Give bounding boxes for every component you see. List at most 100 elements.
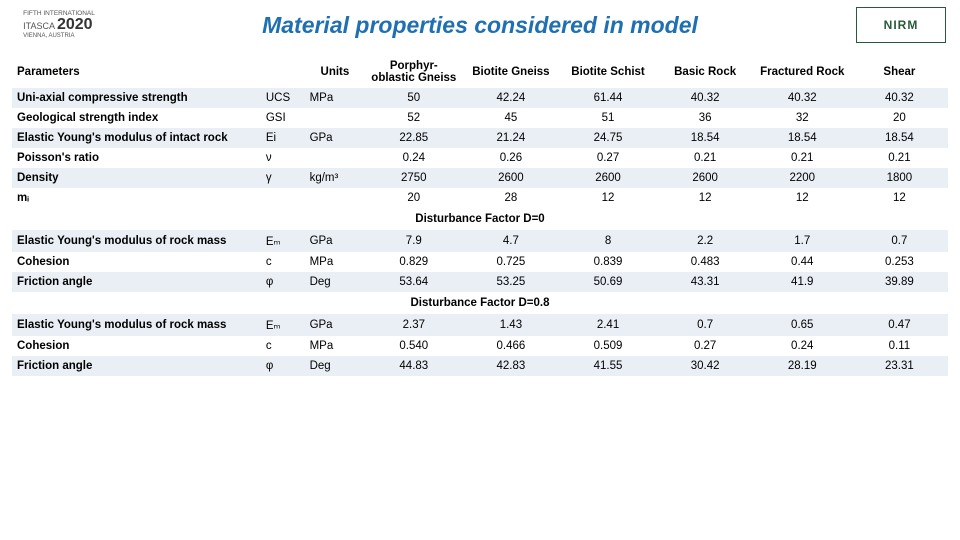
section-label: Disturbance Factor D=0.8 — [12, 292, 948, 314]
cell-value: 28 — [462, 188, 559, 208]
cell-value: 0.11 — [851, 336, 948, 356]
cell-value: 36 — [657, 108, 754, 128]
cell-value: 0.7 — [657, 314, 754, 336]
cell-symbol: c — [261, 252, 305, 272]
cell-value: 20 — [851, 108, 948, 128]
cell-symbol: Eₘ — [261, 314, 305, 336]
cell-value: 50 — [365, 88, 462, 108]
material-properties-table: Parameters Units Porphyr-oblastic Gneiss… — [12, 56, 948, 376]
cell-value: 20 — [365, 188, 462, 208]
cell-value: 42.83 — [462, 356, 559, 376]
cell-unit — [305, 148, 366, 168]
col-porphyroblastic: Porphyr-oblastic Gneiss — [365, 56, 462, 88]
cell-value: 40.32 — [657, 88, 754, 108]
cell-value: 0.253 — [851, 252, 948, 272]
cell-parameter: Friction angle — [12, 356, 261, 376]
section-header-row: Disturbance Factor D=0.8 — [12, 292, 948, 314]
cell-value: 24.75 — [559, 128, 656, 148]
col-fractured-rock: Fractured Rock — [754, 56, 851, 88]
col-biotite-schist: Biotite Schist — [559, 56, 656, 88]
cell-value: 18.54 — [851, 128, 948, 148]
cell-value: 42.24 — [462, 88, 559, 108]
cell-value: 0.21 — [754, 148, 851, 168]
table-row: Elastic Young's modulus of rock massEₘGP… — [12, 230, 948, 252]
cell-symbol: c — [261, 336, 305, 356]
cell-value: 2.37 — [365, 314, 462, 336]
table-row: CohesioncMPa0.8290.7250.8390.4830.440.25… — [12, 252, 948, 272]
cell-value: 41.9 — [754, 272, 851, 292]
section-label: Disturbance Factor D=0 — [12, 208, 948, 230]
cell-value: 0.26 — [462, 148, 559, 168]
cell-unit: kg/m³ — [305, 168, 366, 188]
cell-value: 1.7 — [754, 230, 851, 252]
cell-value: 0.829 — [365, 252, 462, 272]
cell-value: 0.44 — [754, 252, 851, 272]
cell-value: 0.540 — [365, 336, 462, 356]
cell-value: 44.83 — [365, 356, 462, 376]
cell-value: 43.31 — [657, 272, 754, 292]
cell-value: 7.9 — [365, 230, 462, 252]
col-basic-rock: Basic Rock — [657, 56, 754, 88]
col-shear: Shear — [851, 56, 948, 88]
table-row: Elastic Young's modulus of intact rockEi… — [12, 128, 948, 148]
cell-symbol: γ — [261, 168, 305, 188]
cell-unit: MPa — [305, 336, 366, 356]
table-row: Uni-axial compressive strengthUCSMPa5042… — [12, 88, 948, 108]
cell-symbol: ν — [261, 148, 305, 168]
cell-value: 39.89 — [851, 272, 948, 292]
cell-value: 12 — [754, 188, 851, 208]
cell-value: 28.19 — [754, 356, 851, 376]
cell-value: 0.27 — [657, 336, 754, 356]
cell-parameter: Geological strength index — [12, 108, 261, 128]
cell-value: 40.32 — [754, 88, 851, 108]
cell-value: 51 — [559, 108, 656, 128]
cell-value: 0.24 — [365, 148, 462, 168]
cell-value: 0.509 — [559, 336, 656, 356]
cell-value: 22.85 — [365, 128, 462, 148]
cell-unit: GPa — [305, 230, 366, 252]
cell-symbol — [261, 188, 305, 208]
cell-value: 0.725 — [462, 252, 559, 272]
table-row: CohesioncMPa0.5400.4660.5090.270.240.11 — [12, 336, 948, 356]
cell-value: 0.7 — [851, 230, 948, 252]
cell-value: 0.466 — [462, 336, 559, 356]
cell-value: 2600 — [559, 168, 656, 188]
cell-parameter: Elastic Young's modulus of rock mass — [12, 230, 261, 252]
section-header-row: Disturbance Factor D=0 — [12, 208, 948, 230]
cell-value: 53.25 — [462, 272, 559, 292]
table-row: Elastic Young's modulus of rock massEₘGP… — [12, 314, 948, 336]
col-biotite-gneiss: Biotite Gneiss — [462, 56, 559, 88]
cell-value: 0.27 — [559, 148, 656, 168]
table-header: Parameters Units Porphyr-oblastic Gneiss… — [12, 56, 948, 88]
cell-unit — [305, 188, 366, 208]
table-row: Densityγkg/m³275026002600260022001800 — [12, 168, 948, 188]
table-container: Parameters Units Porphyr-oblastic Gneiss… — [0, 46, 960, 376]
cell-value: 2200 — [754, 168, 851, 188]
cell-unit — [305, 108, 366, 128]
cell-unit: MPa — [305, 252, 366, 272]
cell-unit: MPa — [305, 88, 366, 108]
col-symbol — [261, 56, 305, 88]
cell-unit: Deg — [305, 272, 366, 292]
cell-value: 18.54 — [657, 128, 754, 148]
cell-value: 0.24 — [754, 336, 851, 356]
cell-parameter: Elastic Young's modulus of rock mass — [12, 314, 261, 336]
cell-parameter: Cohesion — [12, 252, 261, 272]
cell-symbol: φ — [261, 272, 305, 292]
cell-parameter: Elastic Young's modulus of intact rock — [12, 128, 261, 148]
cell-value: 8 — [559, 230, 656, 252]
slide-header: FIFTH INTERNATIONAL ITASCA 2020 VIENNA, … — [0, 0, 960, 46]
cell-value: 23.31 — [851, 356, 948, 376]
cell-value: 4.7 — [462, 230, 559, 252]
cell-unit: GPa — [305, 128, 366, 148]
cell-parameter: Poisson's ratio — [12, 148, 261, 168]
cell-unit: GPa — [305, 314, 366, 336]
cell-value: 52 — [365, 108, 462, 128]
cell-value: 2.2 — [657, 230, 754, 252]
cell-value: 0.21 — [657, 148, 754, 168]
cell-parameter: mᵢ — [12, 188, 261, 208]
cell-value: 2.41 — [559, 314, 656, 336]
table-row: Geological strength indexGSI524551363220 — [12, 108, 948, 128]
cell-value: 18.54 — [754, 128, 851, 148]
logo-left: FIFTH INTERNATIONAL ITASCA 2020 VIENNA, … — [14, 7, 104, 43]
